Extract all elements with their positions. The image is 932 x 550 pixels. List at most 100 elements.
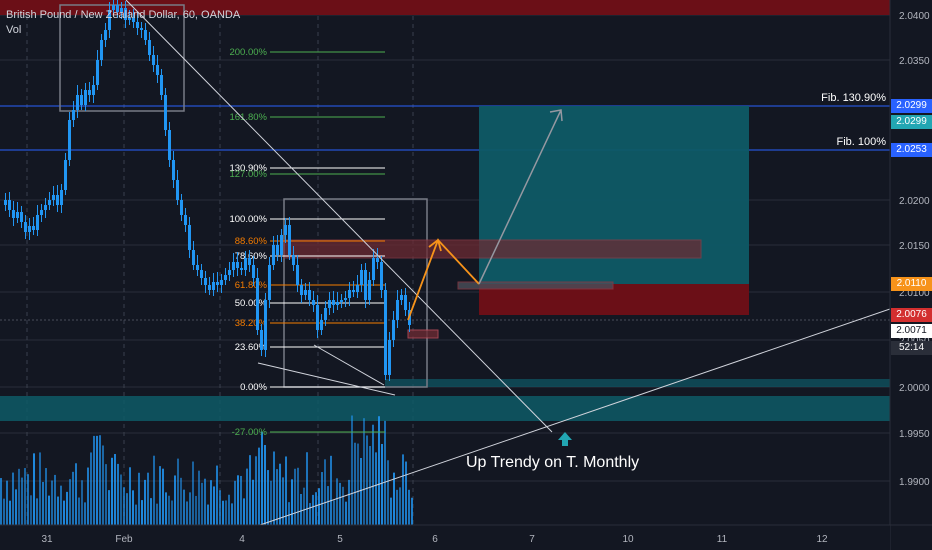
volume-bar — [105, 464, 107, 525]
volume-bar — [93, 435, 95, 525]
volume-bar — [21, 477, 23, 525]
candle-body — [88, 90, 91, 95]
time-tick-label: 5 — [337, 534, 343, 545]
volume-bar — [246, 468, 248, 525]
volume-bar — [168, 495, 170, 525]
price-tick-label: 2.0200 — [899, 196, 930, 207]
chart-legend: British Pound / New Zealand Dollar, 60, … — [6, 8, 240, 38]
fib-level-label: -27.00% — [232, 427, 268, 438]
candle-body — [348, 290, 351, 298]
descending-trendline[interactable] — [125, 0, 553, 433]
volume-bar — [372, 424, 374, 525]
volume-bar — [108, 490, 110, 525]
annotation-text[interactable]: Up Trendy on T. Monthly — [466, 454, 639, 471]
time-tick-label: 31 — [41, 534, 53, 545]
volume-bar — [393, 472, 395, 525]
candle-body — [60, 190, 63, 205]
candle-body — [240, 268, 243, 270]
volume-bar — [357, 443, 359, 525]
candle-body — [380, 262, 383, 290]
candle-body — [208, 285, 211, 290]
candle-body — [296, 265, 299, 285]
volume-bar — [27, 474, 29, 525]
time-tick-label: Feb — [115, 534, 133, 545]
candle-body — [152, 55, 155, 65]
candle-body — [220, 280, 223, 285]
volume-bar — [201, 482, 203, 525]
fib-level-label: 161.80% — [229, 112, 267, 123]
volume-bar — [336, 478, 338, 525]
volume-bar — [240, 475, 242, 525]
candle-body — [276, 245, 279, 255]
candle-body — [144, 30, 147, 40]
symbol-title[interactable]: British Pound / New Zealand Dollar, 60, … — [6, 9, 241, 21]
candle-body — [12, 210, 15, 218]
volume-bar — [156, 503, 158, 525]
time-axis[interactable] — [0, 525, 890, 550]
candle-body — [272, 245, 275, 265]
target-arrow[interactable] — [478, 109, 562, 285]
candle-body — [128, 18, 131, 20]
candle-body — [392, 320, 395, 340]
volume-bar — [66, 491, 68, 525]
volume-bar — [237, 475, 239, 525]
volume-bar — [81, 480, 83, 525]
price-axis-label: 2.0253 — [891, 143, 932, 157]
candle-body — [324, 308, 327, 320]
volume-bar — [234, 480, 236, 525]
fib-100-tag: Fib. 100% — [836, 136, 886, 148]
volume-bar — [276, 469, 278, 525]
volume-indicator-label[interactable]: Vol — [6, 24, 22, 36]
volume-bar — [186, 501, 188, 525]
candle-body — [4, 200, 7, 205]
candle-body — [104, 30, 107, 40]
volume-bar — [51, 480, 53, 525]
candle-body — [100, 40, 103, 60]
volume-bar — [120, 474, 122, 525]
candle-body — [376, 258, 379, 262]
candle-body — [132, 18, 135, 22]
volume-bar — [207, 504, 209, 525]
volume-bar — [363, 418, 365, 525]
volume-bar — [84, 502, 86, 525]
volume-bar — [150, 498, 152, 525]
candle-body — [284, 225, 287, 235]
candle-body — [120, 8, 123, 12]
wedge-lower-line[interactable] — [257, 362, 396, 396]
volume-bar — [174, 475, 176, 525]
volume-bar — [390, 497, 392, 525]
volume-bar — [165, 492, 167, 525]
volume-bar — [183, 489, 185, 525]
volume-bar — [369, 446, 371, 525]
ascending-trendline[interactable] — [259, 308, 891, 526]
time-tick-label: 10 — [622, 534, 634, 545]
price-axis[interactable] — [890, 0, 932, 550]
fib-level-label: 200.00% — [229, 47, 267, 58]
small-orderblock[interactable] — [407, 329, 439, 339]
volume-bar — [396, 489, 398, 525]
volume-bar — [36, 498, 38, 525]
demand-zone-upper[interactable] — [385, 379, 890, 387]
candle-body — [264, 300, 267, 350]
volume-bar — [315, 492, 317, 525]
price-tick-label: 2.0000 — [899, 383, 930, 394]
volume-bar — [39, 452, 41, 525]
volume-bar — [288, 502, 290, 525]
top-supply-zone[interactable] — [0, 0, 890, 15]
fib-level-label: 127.00% — [229, 169, 267, 180]
resistance-box-61[interactable] — [457, 281, 614, 290]
candle-body — [248, 258, 251, 265]
volume-bar — [411, 497, 413, 525]
candle-body — [16, 212, 19, 218]
volume-bar — [216, 465, 218, 525]
wedge-upper-line[interactable] — [313, 344, 385, 386]
candle-body — [64, 160, 67, 190]
volume-bar — [54, 474, 56, 525]
demand-zone-band[interactable] — [0, 396, 890, 421]
candle-body — [200, 270, 203, 278]
price-tick-label: 1.9900 — [899, 477, 930, 488]
candle-body — [140, 28, 143, 30]
volume-bar — [243, 498, 245, 525]
resistance-box-88[interactable] — [283, 239, 702, 259]
